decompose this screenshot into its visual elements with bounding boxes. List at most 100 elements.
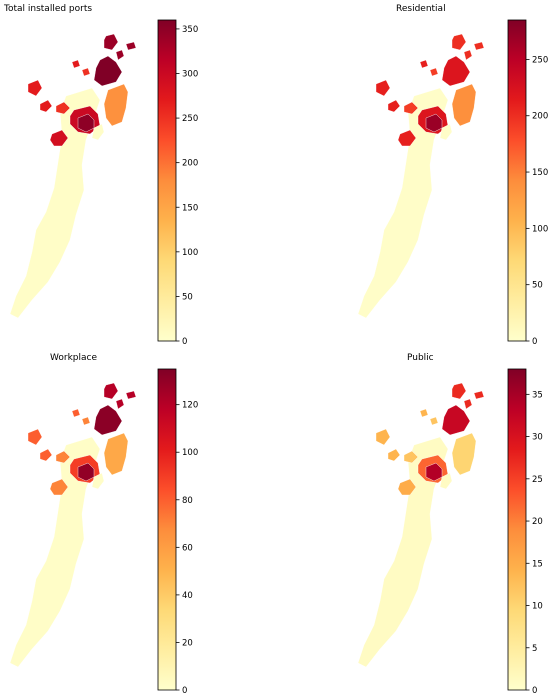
region-south-body: [91, 123, 105, 141]
colorbar-gradient: [157, 19, 177, 342]
colorbar-tick-label: 100: [182, 248, 198, 258]
colorbar-tick-label: 20: [182, 638, 193, 648]
colorbar-gradient: [507, 19, 527, 342]
colorbar: 0 5 10 15 20 25 30 35: [507, 368, 543, 696]
panel-title: Residential: [396, 4, 446, 14]
colorbar-tick-label: 5: [532, 644, 537, 654]
region-west-island-b: [403, 101, 419, 115]
region-south-body: [357, 87, 449, 319]
region-west-islands: [27, 79, 43, 97]
colorbar-tick-label: 150: [182, 203, 198, 213]
region-west-islands: [419, 59, 429, 69]
colorbar-tick-label: 30: [532, 433, 543, 443]
region-west-islands: [71, 408, 81, 418]
colorbar-tick-label: 35: [532, 390, 543, 400]
region-northeast-small: [103, 33, 119, 51]
region-west-islands: [39, 99, 53, 113]
panel-public: Public 0 5 10 15 20 25 30 35: [357, 353, 543, 696]
colorbar: 0 50 100 150 200 250 300 350: [157, 19, 198, 347]
colorbar-tick-label: 100: [182, 448, 198, 458]
region-northeast: [93, 55, 123, 87]
region-northeast-small: [103, 382, 119, 400]
region-southwest-islet: [49, 129, 69, 147]
region-northeast-small: [125, 41, 137, 51]
choropleth-map: [9, 33, 137, 319]
region-west-islands: [375, 79, 391, 97]
region-south-body: [439, 472, 453, 490]
region-west-islands: [71, 59, 81, 69]
colorbar-tick-label: 250: [182, 114, 198, 124]
colorbar-tick-label: 0: [182, 337, 187, 347]
colorbar-tick-label: 350: [182, 25, 198, 35]
region-northeast-small: [463, 398, 473, 410]
panel-title: Total installed ports: [3, 4, 92, 14]
panel-workplace: Workplace 0 20 40 60 80 100 120: [9, 353, 198, 696]
panel-title: Public: [407, 353, 434, 363]
colorbar-tick-label: 100: [532, 224, 548, 234]
colorbar-tick-label: 0: [532, 337, 537, 347]
region-eastern-strip: [103, 432, 129, 476]
panel-residential: Residential 0 50 100 150 200 250: [357, 4, 548, 347]
colorbar-gradient: [507, 368, 527, 691]
region-southwest-islet: [49, 478, 69, 496]
region-northeast-small: [473, 390, 485, 400]
region-west-island-b: [81, 67, 91, 77]
panel-total-installed-ports: Total installed ports 0 50 100 150 200 250 300…: [3, 4, 198, 347]
region-northeast-small: [451, 33, 467, 51]
region-west-island-b: [429, 416, 439, 426]
region-south-body: [439, 123, 453, 141]
colorbar: 0 50 100 150 200 250: [507, 19, 548, 347]
region-northeast: [93, 404, 123, 436]
region-northeast-small: [115, 49, 125, 61]
region-west-islands: [27, 428, 43, 446]
region-west-islands: [39, 448, 53, 462]
region-eastern-strip: [451, 83, 477, 127]
colorbar-tick-label: 60: [182, 543, 193, 553]
colorbar-tick-label: 80: [182, 496, 193, 506]
colorbar-tick-label: 15: [532, 559, 543, 569]
colorbar-tick-label: 250: [532, 55, 548, 65]
region-southwest-islet: [397, 478, 417, 496]
choropleth-map: [357, 382, 485, 668]
region-northeast-small: [463, 49, 473, 61]
choropleth-map: [357, 33, 485, 319]
choropleth-map: [9, 382, 137, 668]
region-south-body: [9, 87, 101, 319]
region-northeast-small: [125, 390, 137, 400]
region-south-body: [91, 472, 105, 490]
region-west-islands: [375, 428, 391, 446]
colorbar-tick-label: 20: [532, 517, 543, 527]
region-northeast-small: [115, 398, 125, 410]
region-northeast: [441, 55, 471, 87]
region-eastern-strip: [103, 83, 129, 127]
region-northeast-small: [451, 382, 467, 400]
colorbar-tick-label: 50: [182, 292, 193, 302]
region-south-body: [357, 436, 449, 668]
region-eastern-strip: [451, 432, 477, 476]
region-west-islands: [387, 99, 401, 113]
colorbar-tick-label: 200: [532, 112, 548, 122]
region-northeast-small: [473, 41, 485, 51]
region-southwest-islet: [397, 129, 417, 147]
colorbar-tick-label: 0: [182, 686, 187, 696]
region-west-island-b: [429, 67, 439, 77]
colorbar: 0 20 40 60 80 100 120: [157, 368, 198, 696]
region-west-island-b: [55, 450, 71, 464]
colorbar-tick-label: 200: [182, 159, 198, 169]
colorbar-tick-label: 25: [532, 475, 543, 485]
colorbar-gradient: [157, 368, 177, 691]
region-west-islands: [419, 408, 429, 418]
colorbar-tick-label: 120: [182, 401, 198, 411]
region-south-body: [9, 436, 101, 668]
region-west-island-b: [55, 101, 71, 115]
colorbar-tick-label: 300: [182, 70, 198, 80]
colorbar-tick-label: 40: [182, 591, 193, 601]
region-west-island-b: [403, 450, 419, 464]
panel-title: Workplace: [50, 353, 97, 363]
colorbar-tick-label: 50: [532, 281, 543, 291]
region-west-islands: [387, 448, 401, 462]
region-northeast: [441, 404, 471, 436]
region-west-island-b: [81, 416, 91, 426]
colorbar-tick-label: 0: [532, 686, 537, 696]
